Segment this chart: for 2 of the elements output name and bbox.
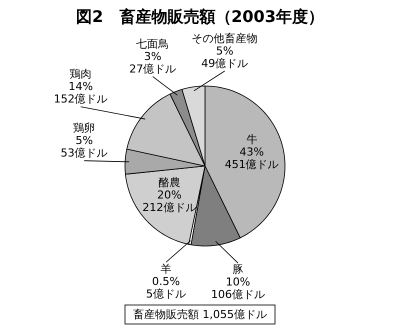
chart-title: 図2 畜産物販売額（2003年度） (76, 7, 324, 26)
text: 畜産物販売額 1,055億ドル (133, 308, 267, 321)
